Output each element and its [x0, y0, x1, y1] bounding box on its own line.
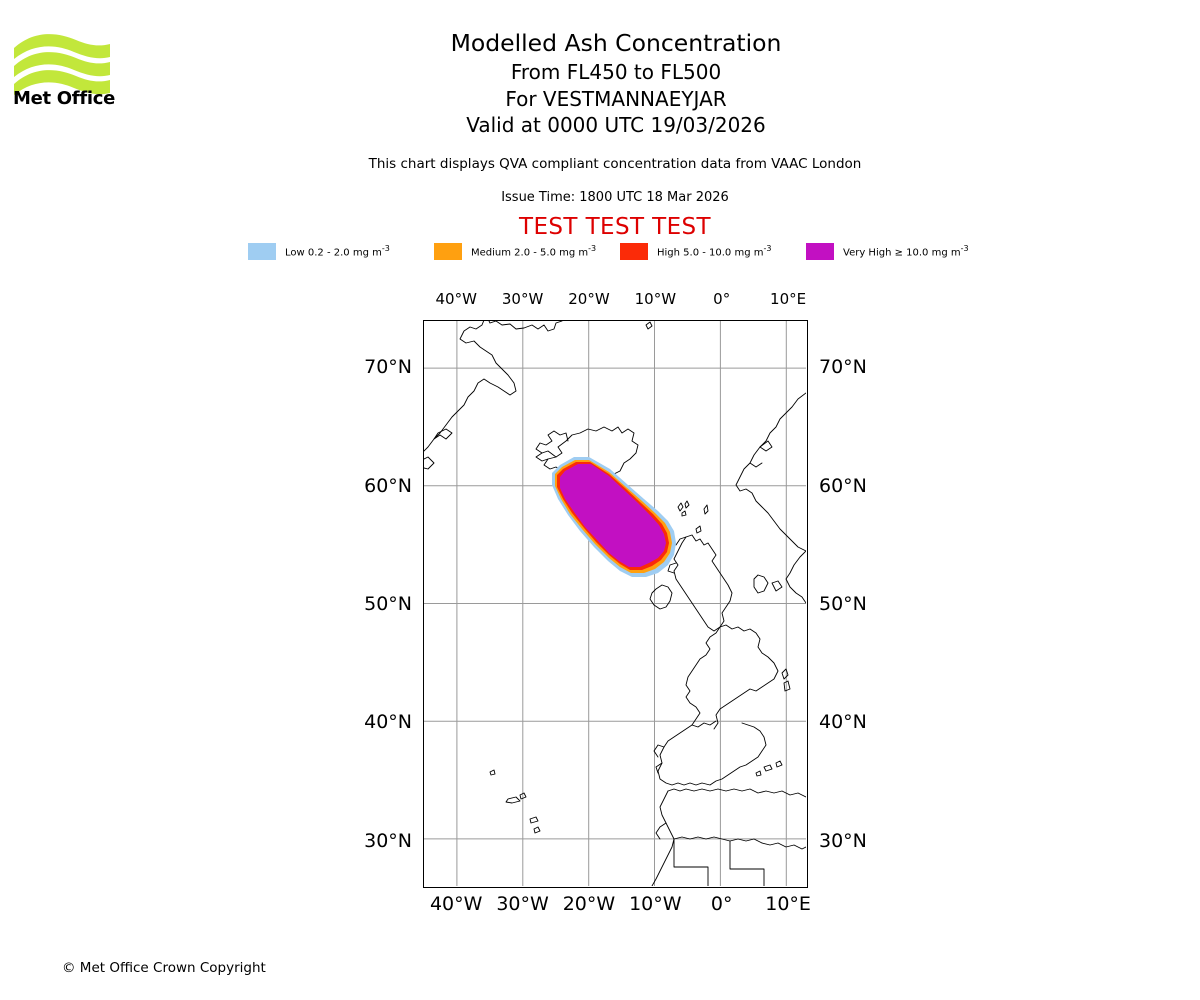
x-tick-top-0: 40°W: [435, 290, 477, 308]
y-tick-right-0: 70°N: [819, 356, 867, 379]
y-tick-right-1: 60°N: [819, 474, 867, 497]
concentration-legend: Low 0.2 - 2.0 mg m-3 Medium 2.0 - 5.0 mg …: [248, 241, 992, 261]
x-tick-top-2: 20°W: [568, 290, 610, 308]
met-office-logo: [12, 26, 112, 111]
y-tick-right-2: 50°N: [819, 593, 867, 615]
logo-wordmark: Met Office: [13, 88, 116, 109]
issue-time: Issue Time: 1800 UTC 18 Mar 2026: [501, 190, 729, 205]
legend-swatch-low: [248, 242, 276, 260]
legend-label-low: Low 0.2 - 2.0 mg m-3: [285, 243, 390, 259]
x-tick-bottom-5: 10°E: [765, 893, 811, 915]
legend-entry-medium: Medium 2.0 - 5.0 mg m-3: [434, 242, 620, 260]
legend-swatch-very-high: [806, 242, 834, 260]
legend-label-very-high: Very High ≥ 10.0 mg m-3: [843, 243, 969, 259]
qva-note: This chart displays QVA compliant concen…: [368, 156, 862, 172]
legend-swatch-medium: [434, 242, 462, 260]
legend-entry-very-high: Very High ≥ 10.0 mg m-3: [806, 242, 992, 260]
y-tick-left-2: 50°N: [364, 593, 412, 615]
valid-time-line: Valid at 0000 UTC 19/03/2026: [466, 113, 766, 137]
x-tick-bottom-3: 10°W: [629, 893, 682, 915]
x-tick-top-3: 10°W: [634, 290, 677, 308]
ash-plume: [552, 457, 676, 577]
y-tick-left-3: 40°N: [364, 711, 412, 734]
y-tick-left-1: 60°N: [364, 474, 412, 497]
met-office-waves-icon: [14, 34, 110, 95]
legend-label-high: High 5.0 - 10.0 mg m-3: [657, 243, 772, 259]
legend-label-medium: Medium 2.0 - 5.0 mg m-3: [471, 243, 597, 259]
map-container: [423, 320, 808, 888]
legend-swatch-high: [620, 242, 648, 260]
chart-header: Modelled Ash Concentration From FL450 to…: [340, 28, 892, 139]
gridline-group: [424, 321, 806, 886]
y-tick-left-4: 30°N: [364, 829, 412, 852]
volcano-line: For VESTMANNAEYJAR: [505, 86, 727, 111]
flight-level-line: From FL450 to FL500: [510, 60, 722, 84]
test-banner: TEST TEST TEST: [519, 214, 711, 240]
x-tick-top-1: 30°W: [501, 290, 544, 308]
copyright-footer: © Met Office Crown Copyright: [62, 960, 266, 976]
x-tick-bottom-0: 40°W: [429, 893, 483, 915]
y-tick-right-4: 30°N: [819, 829, 867, 852]
page-title: Modelled Ash Concentration: [450, 29, 782, 57]
legend-entry-low: Low 0.2 - 2.0 mg m-3: [248, 242, 434, 260]
legend-entry-high: High 5.0 - 10.0 mg m-3: [620, 242, 806, 260]
plume-very-high-contour: [560, 464, 666, 567]
x-tick-bottom-4: 0°: [710, 893, 733, 915]
x-tick-bottom-2: 20°W: [562, 893, 616, 915]
x-tick-top-5: 10°E: [770, 290, 807, 308]
map-frame: [423, 320, 808, 888]
y-tick-right-3: 40°N: [819, 711, 867, 734]
x-tick-top-4: 0°: [713, 290, 731, 308]
y-tick-left-0: 70°N: [364, 356, 412, 379]
x-tick-bottom-1: 30°W: [496, 893, 549, 915]
map-canvas: [424, 321, 806, 886]
